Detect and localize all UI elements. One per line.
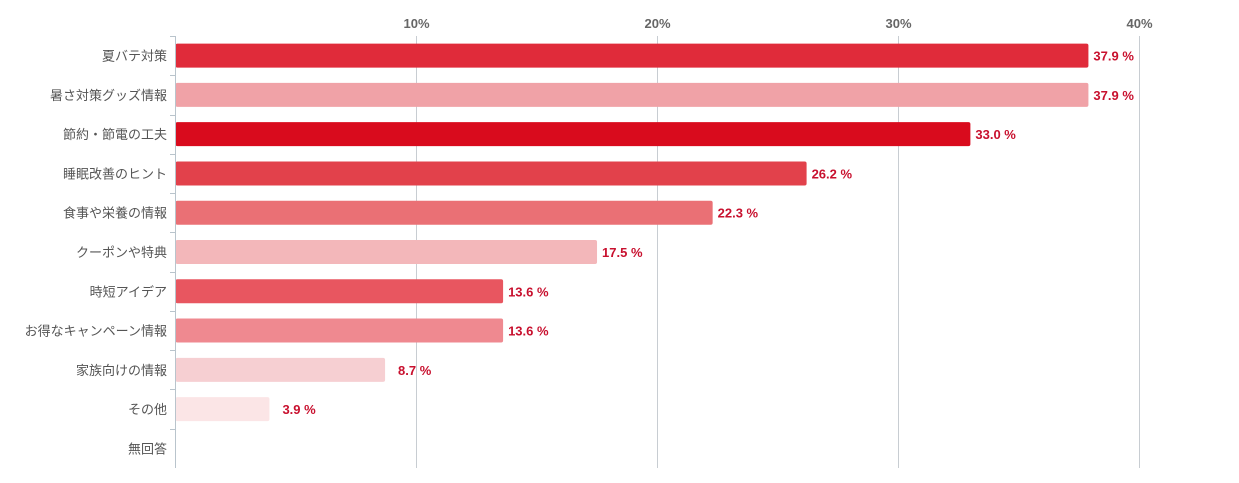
bar-value-label: 8.7 % bbox=[398, 363, 432, 378]
bar-value-label: 13.6 % bbox=[508, 324, 549, 339]
bar-value-label: 3.9 % bbox=[282, 402, 316, 417]
bar bbox=[175, 279, 504, 304]
bar-value-label: 17.5 % bbox=[602, 245, 643, 260]
bar bbox=[175, 161, 807, 186]
bar-value-label: 33.0 % bbox=[975, 127, 1016, 142]
x-tick-label: 40% bbox=[1126, 16, 1152, 31]
bar-value-label: 37.9 % bbox=[1093, 88, 1134, 103]
category-label: 暑さ対策グッズ情報 bbox=[50, 88, 167, 104]
category-label: 家族向けの情報 bbox=[76, 363, 167, 379]
bar-value-label: 37.9 % bbox=[1093, 49, 1134, 64]
bar-value-label: 22.3 % bbox=[718, 206, 759, 221]
bar bbox=[175, 82, 1089, 107]
bar bbox=[175, 357, 386, 382]
bar-value-label: 13.6 % bbox=[508, 284, 549, 299]
x-axis-ticks: 10% 20% 30% 40% bbox=[403, 16, 1152, 31]
bar-value-label: 26.2 % bbox=[812, 166, 853, 181]
bar bbox=[175, 122, 971, 147]
bar bbox=[175, 240, 598, 264]
bar bbox=[175, 397, 270, 422]
bar bbox=[175, 43, 1089, 68]
x-tick-label: 20% bbox=[644, 16, 670, 31]
x-tick-label: 30% bbox=[885, 16, 911, 31]
bars bbox=[175, 43, 1089, 422]
category-label: 睡眠改善のヒント bbox=[63, 166, 167, 182]
category-label: 無回答 bbox=[128, 441, 167, 457]
category-label: クーポンや特典 bbox=[76, 246, 167, 261]
category-label: その他 bbox=[128, 403, 167, 418]
category-labels: 夏バテ対策暑さ対策グッズ情報節約・節電の工夫睡眠改善のヒント食事や栄養の情報クー… bbox=[25, 36, 176, 457]
category-label: 食事や栄養の情報 bbox=[63, 206, 167, 222]
bar bbox=[175, 318, 504, 343]
value-labels: 37.9 % 37.9 % 33.0 % 26.2 % 22.3 % 17.5 % 13.6… bbox=[282, 49, 1134, 417]
bar bbox=[175, 200, 713, 225]
category-label: お得なキャンペーン情報 bbox=[25, 324, 167, 340]
category-label: 夏バテ対策 bbox=[102, 49, 167, 65]
category-label: 節約・節電の工夫 bbox=[63, 128, 167, 143]
x-tick-label: 10% bbox=[403, 16, 429, 31]
category-label: 時短アイデア bbox=[90, 284, 167, 300]
